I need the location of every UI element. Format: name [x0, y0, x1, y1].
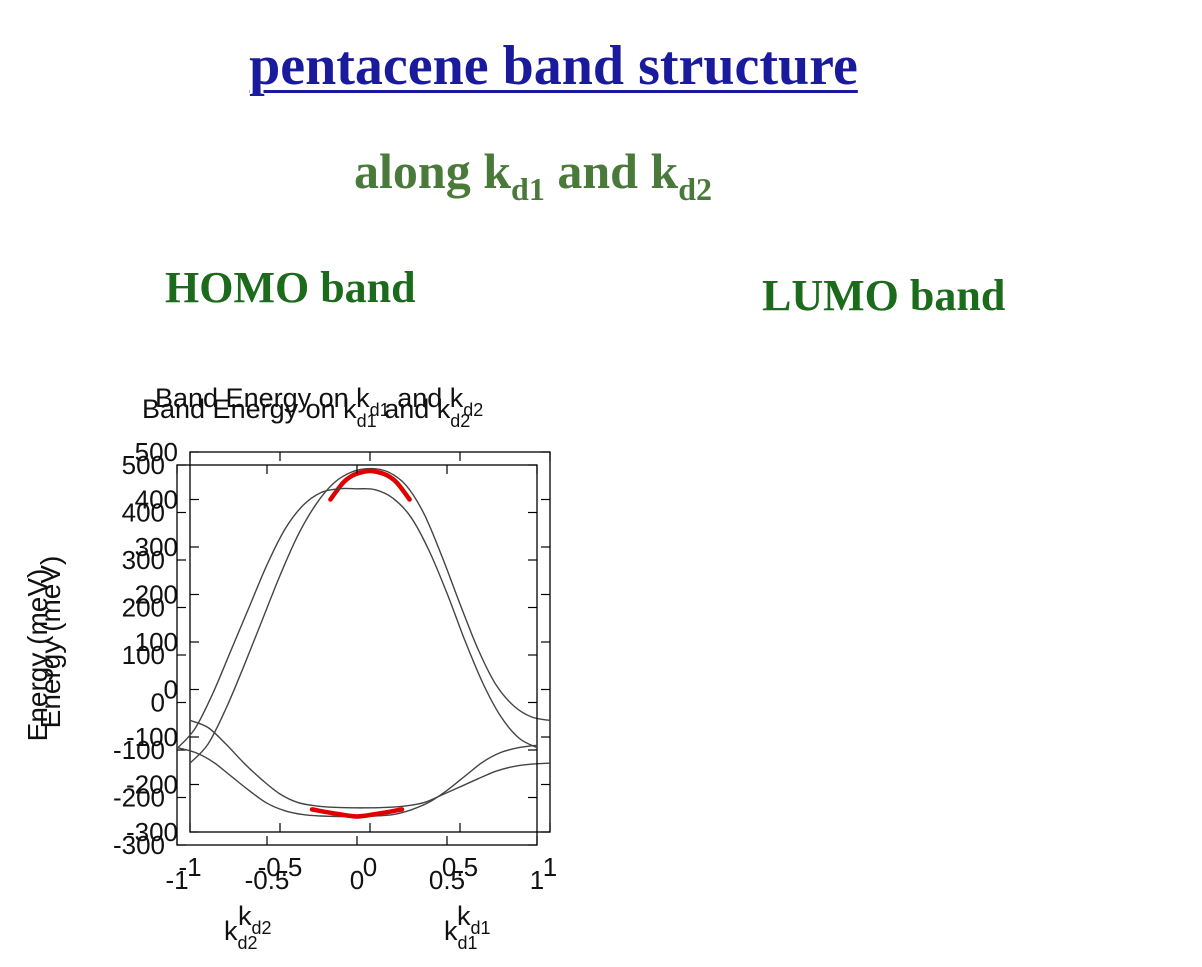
- y-tick-label: -100: [126, 722, 178, 752]
- chart-title-text: Band Energy on k: [142, 394, 357, 424]
- k-d1-label: kd1: [457, 901, 491, 938]
- subtitle-mid: and k: [544, 143, 679, 199]
- y-tick-label: 400: [122, 498, 165, 528]
- lumo-band-heading: LUMO band: [762, 271, 1006, 320]
- homo-band-heading: HOMO band: [165, 263, 416, 312]
- chart-title: Band Energy on kd1 and kd2: [142, 394, 470, 431]
- chart-title-text: and k: [377, 394, 451, 424]
- y-tick-label: 400: [135, 485, 178, 515]
- subtitle-pre: along k: [354, 143, 512, 199]
- y-tick-label: 300: [122, 545, 165, 575]
- k-d1-label: kd1: [444, 916, 478, 953]
- y-tick-label: -300: [113, 830, 165, 860]
- y-tick-label: 200: [122, 593, 165, 623]
- k-d2-label-text: k: [224, 916, 238, 946]
- chart-title-text: and k: [390, 383, 464, 413]
- band-curve-2: [189, 719, 551, 809]
- x-tick-label: -0.5: [245, 865, 290, 895]
- y-tick-label: 100: [122, 640, 165, 670]
- y-tick-label: 100: [135, 627, 178, 657]
- chart-title: Band Energy on kd1 and kd2: [155, 383, 483, 420]
- band-curve-1: [189, 467, 551, 764]
- x-tick-label: -1: [178, 852, 201, 882]
- y-tick-label: 0: [151, 688, 165, 718]
- y-tick-label: 500: [135, 437, 178, 467]
- x-tick-label: -1: [165, 865, 188, 895]
- chart-title-sub: d1: [357, 411, 377, 431]
- highlight-curve: [309, 807, 405, 819]
- chart-title-text: Band Energy on k: [155, 383, 370, 413]
- chart-title-sub: d1: [370, 400, 390, 420]
- k-d1-label-text: k: [444, 916, 458, 946]
- k-d1-label-text: k: [457, 901, 471, 931]
- y-tick-label: 0: [164, 675, 178, 705]
- slide-title: pentacene band structure: [249, 35, 858, 97]
- y-tick-label: -200: [113, 783, 165, 813]
- subtitle-sub1: d1: [511, 171, 545, 207]
- x-tick-label: 0: [363, 852, 377, 882]
- lumo-band-chart: Band Energy on kd1 and kd2-300-200-10001…: [22, 394, 544, 953]
- homo-band-chart: Band Energy on kd1 and kd2-300-200-10001…: [35, 383, 557, 938]
- k-d2-label-sub: d2: [252, 918, 272, 938]
- y-tick-label: 500: [122, 450, 165, 480]
- k-d2-label: kd2: [224, 916, 258, 953]
- x-tick-label: 1: [530, 865, 544, 895]
- y-tick-label: 200: [135, 580, 178, 610]
- x-tick-label: 0.5: [442, 852, 478, 882]
- y-tick-label: 300: [135, 532, 178, 562]
- slide-subtitle: along kd1 and kd2: [354, 142, 712, 208]
- x-tick-label: 0: [350, 865, 364, 895]
- highlight-curve: [328, 468, 412, 502]
- chart-title-sub: d2: [463, 400, 483, 420]
- y-axis-label: Energy (meV): [35, 556, 66, 729]
- k-d1-label-sub: d1: [471, 918, 491, 938]
- k-d2-label-sub: d2: [238, 933, 258, 953]
- subtitle-sub2: d2: [678, 171, 713, 207]
- y-tick-label: -300: [126, 817, 178, 847]
- y-tick-label: -100: [113, 735, 165, 765]
- k-d2-label: kd2: [238, 901, 272, 938]
- y-tick-label: -200: [126, 770, 178, 800]
- k-d2-label-text: k: [238, 901, 252, 931]
- x-tick-label: -0.5: [258, 852, 303, 882]
- band-curve-1: [176, 487, 538, 750]
- chart-title-sub: d2: [450, 411, 470, 431]
- x-tick-label: 1: [543, 852, 557, 882]
- k-d1-label-sub: d1: [458, 933, 478, 953]
- x-tick-label: 0.5: [429, 865, 465, 895]
- plot-frame: [189, 451, 551, 833]
- y-axis-label: Energy (meV): [22, 569, 53, 742]
